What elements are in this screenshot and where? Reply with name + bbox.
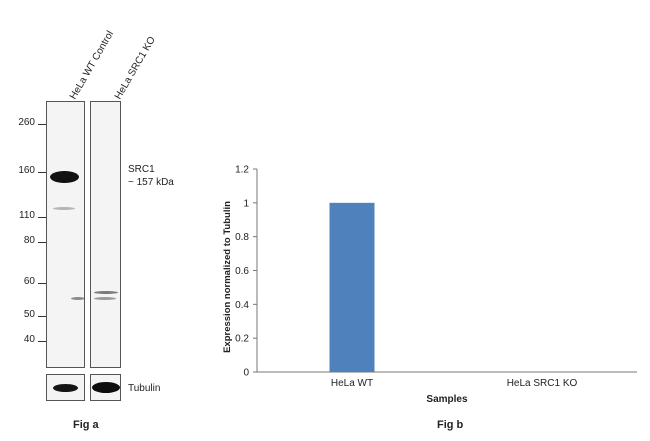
y-tick-label: 1.2 bbox=[235, 165, 249, 176]
loading-control-label: Tubulin bbox=[128, 383, 161, 394]
blot-lane-ko bbox=[90, 101, 121, 368]
fig-a-caption: Fig a bbox=[73, 419, 99, 431]
mw-tick bbox=[38, 283, 46, 284]
tubulin-lane-wt bbox=[46, 374, 85, 401]
mw-marker: 60 bbox=[23, 276, 35, 287]
target-size-label: ~ 157 kDa bbox=[128, 177, 174, 188]
y-tick-label: 0.4 bbox=[235, 300, 249, 311]
y-axis-title: Expression normalized to Tubulin bbox=[222, 201, 233, 353]
y-tick-label: 1 bbox=[243, 198, 249, 209]
mw-marker: 50 bbox=[23, 309, 35, 320]
mw-tick bbox=[38, 172, 46, 173]
mw-tick bbox=[38, 341, 46, 342]
x-category-label: HeLa SRC1 KO bbox=[507, 378, 578, 389]
mw-tick bbox=[38, 217, 46, 218]
src1-band bbox=[50, 171, 79, 183]
mw-marker: 40 bbox=[23, 334, 35, 345]
faint-band bbox=[94, 297, 116, 300]
target-label: SRC1 bbox=[128, 164, 155, 175]
faint-band bbox=[71, 297, 84, 300]
mw-marker: 110 bbox=[19, 210, 35, 221]
tubulin-band bbox=[92, 382, 120, 393]
x-category-label: HeLa WT bbox=[331, 378, 373, 389]
y-tick-label: 0.2 bbox=[235, 334, 249, 345]
mw-marker: 260 bbox=[18, 117, 35, 128]
mw-tick bbox=[38, 316, 46, 317]
faint-band bbox=[53, 207, 75, 210]
y-tick-label: 0.6 bbox=[235, 266, 249, 277]
mw-marker: 80 bbox=[23, 235, 35, 246]
bar bbox=[329, 202, 375, 372]
mw-marker: 160 bbox=[18, 165, 35, 176]
blot-lane-wt bbox=[46, 101, 85, 368]
mw-tick bbox=[38, 242, 46, 243]
x-axis-title: Samples bbox=[426, 394, 468, 405]
tubulin-lane-ko bbox=[90, 374, 121, 401]
y-tick-label: 0 bbox=[243, 368, 249, 379]
fig-b-caption: Fig b bbox=[437, 419, 464, 431]
mw-tick bbox=[38, 124, 46, 125]
tubulin-band bbox=[53, 384, 78, 392]
faint-band bbox=[94, 291, 118, 294]
y-tick-label: 0.8 bbox=[235, 232, 249, 243]
